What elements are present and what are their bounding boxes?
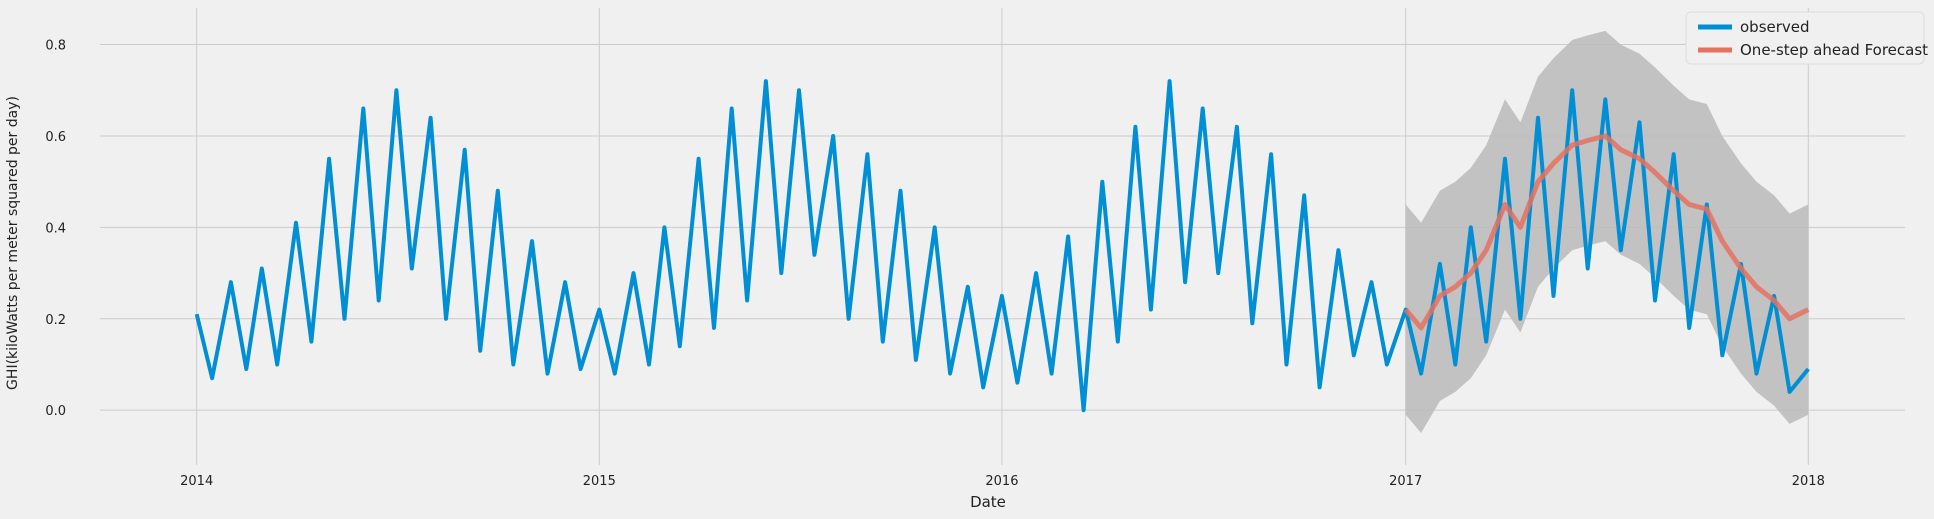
observed-series-layer <box>194 79 1810 413</box>
observed-line <box>194 79 1810 413</box>
x-tick-label: 2018 <box>1792 474 1825 489</box>
legend-box <box>1685 11 1925 65</box>
forecast-series-layer <box>1403 133 1810 331</box>
tick-label-layer: 0.0 0.2 0.4 0.6 0.8 2014 2015 2016 2017 2018 <box>45 39 1825 489</box>
x-tick-label: 2014 <box>180 474 213 489</box>
legend-label-forecast: One-step ahead Forecast <box>1740 41 1928 59</box>
forecast-line <box>1403 133 1810 331</box>
y-tick-label: 0.2 <box>45 313 66 328</box>
y-tick-label: 0.4 <box>45 221 66 236</box>
x-tick-label: 2017 <box>1389 474 1422 489</box>
y-axis-label: GHI(kiloWatts per meter squared per day) <box>5 96 21 390</box>
confidence-band <box>1405 30 1809 434</box>
legend-label-observed: observed <box>1740 18 1810 36</box>
y-tick-label: 0.0 <box>45 404 66 419</box>
y-tick-label: 0.6 <box>45 130 66 145</box>
y-tick-label: 0.8 <box>45 39 66 54</box>
confidence-band-layer <box>1405 30 1809 434</box>
x-tick-label: 2016 <box>985 474 1018 489</box>
x-axis-label: Date <box>970 493 1006 511</box>
legend: observed One-step ahead Forecast <box>1685 11 1928 65</box>
x-tick-label: 2015 <box>583 474 616 489</box>
